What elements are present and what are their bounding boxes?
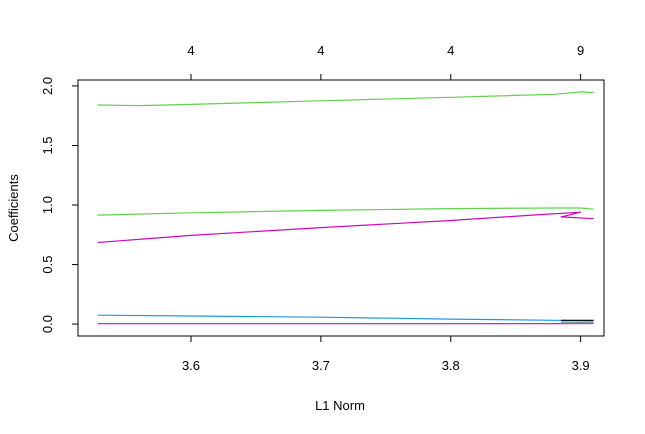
series-line-coef-magenta-rising [98, 212, 594, 242]
top-tick-label: 4 [317, 43, 324, 58]
x-tick-label: 3.8 [442, 358, 460, 373]
x-tick-label: 3.7 [312, 358, 330, 373]
top-tick-label: 4 [447, 43, 454, 58]
series-line-coef-middle-green [98, 208, 594, 215]
top-tick-label: 9 [577, 43, 584, 58]
y-tick-label: 1.5 [40, 136, 55, 154]
x-axis: 3.6 3.7 3.8 3.9 [182, 336, 590, 373]
y-axis: 0.0 0.5 1.0 1.5 2.0 [40, 77, 78, 333]
top-tick-label: 4 [187, 43, 194, 58]
y-tick-label: 1.0 [40, 196, 55, 214]
series-line-coef-blue [98, 315, 594, 321]
y-axis-title: Coefficients [6, 174, 21, 242]
x-axis-title: L1 Norm [315, 398, 365, 413]
series-layer [98, 92, 594, 324]
x-tick-label: 3.6 [182, 358, 200, 373]
y-tick-label: 0.0 [40, 315, 55, 333]
x-tick-label: 3.9 [572, 358, 590, 373]
top-axis: 4 4 4 9 [187, 43, 584, 80]
y-tick-label: 0.5 [40, 256, 55, 274]
y-tick-label: 2.0 [40, 77, 55, 95]
series-line-coef-upper-green [98, 92, 594, 106]
